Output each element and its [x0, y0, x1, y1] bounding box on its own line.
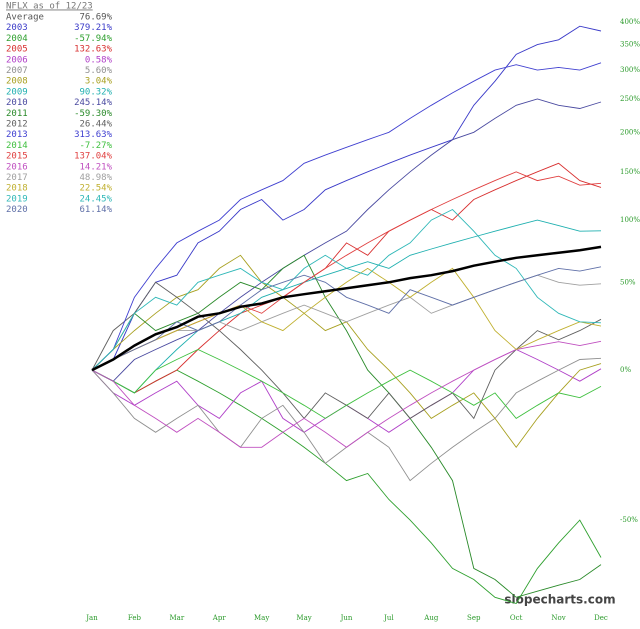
series-line — [91, 171, 602, 371]
legend-name: 2016 — [6, 162, 28, 172]
series-line — [91, 281, 602, 420]
y-tick-label: 150% — [620, 168, 640, 176]
legend-name: 2009 — [6, 87, 28, 97]
legend-name: 2005 — [6, 45, 28, 55]
legend-value: 132.63% — [74, 45, 113, 55]
legend-value: 76.69% — [79, 13, 112, 23]
series-line — [91, 208, 602, 371]
legend-value: 313.63% — [74, 130, 113, 140]
x-tick-label: Feb — [128, 614, 142, 622]
legend-name: 2018 — [6, 184, 28, 194]
x-tick-label: Jul — [383, 614, 394, 622]
x-tick-label: May — [254, 614, 269, 622]
series-line — [91, 162, 602, 394]
series-line — [91, 267, 602, 371]
legend-value: 14.21% — [79, 162, 112, 172]
legend-value: 26.44% — [79, 120, 112, 130]
x-tick-label: Apr — [212, 614, 227, 622]
watermark: slopecharts.com — [504, 593, 615, 607]
series-line — [91, 266, 602, 371]
series-line — [91, 62, 602, 371]
x-tick-label: Jun — [340, 614, 353, 622]
legend-name: 2017 — [6, 173, 28, 183]
legend-name: 2006 — [6, 55, 28, 65]
y-tick-label: 100% — [620, 216, 640, 224]
series-line — [91, 245, 602, 372]
legend-name: 2014 — [6, 141, 28, 151]
legend-name: 2012 — [6, 120, 28, 130]
legend-value: 48.98% — [79, 173, 112, 183]
legend-name: 2015 — [6, 152, 28, 162]
legend-value: -7.27% — [79, 141, 112, 151]
x-tick-label: Oct — [510, 614, 523, 622]
y-tick-label: 200% — [620, 128, 640, 136]
x-tick-label: Sep — [467, 614, 481, 622]
legend-name: 2007 — [6, 66, 28, 76]
legend-value: 22.54% — [79, 184, 112, 194]
legend-value: 3.04% — [85, 77, 113, 87]
legend-value: 245.14% — [74, 98, 113, 108]
series-line — [91, 25, 602, 371]
legend-value: -59.30% — [74, 109, 113, 119]
series-line — [91, 349, 602, 433]
legend-name: 2003 — [6, 23, 28, 33]
y-tick-label: 350% — [620, 41, 640, 49]
legend-name: 2004 — [6, 34, 28, 44]
legend-value: 61.14% — [79, 205, 112, 215]
legend-name: 2010 — [6, 98, 28, 108]
x-tick-label: Aug — [423, 614, 439, 622]
series-line — [91, 219, 602, 394]
legend-value: 5.60% — [85, 66, 113, 76]
legend-name: 2008 — [6, 77, 28, 87]
y-tick-label: 250% — [620, 95, 640, 103]
chart-title: NFLX as of 12/23 — [6, 2, 93, 12]
y-tick-label: 50% — [620, 278, 636, 286]
x-tick-label: Dec — [594, 614, 608, 622]
legend-value: 379.21% — [74, 23, 113, 33]
series-line — [91, 98, 602, 382]
legend-name: 2011 — [6, 109, 28, 119]
legend-value: 90.32% — [79, 87, 112, 97]
x-tick-label: Mar — [169, 614, 184, 622]
legend-value: -57.94% — [74, 34, 113, 44]
x-tick-label: Jan — [85, 614, 98, 622]
legend-value: 24.45% — [79, 194, 112, 204]
series-line — [91, 254, 602, 449]
x-tick-label: Nov — [551, 614, 565, 622]
y-tick-label: 0% — [620, 366, 631, 374]
y-tick-label: 300% — [620, 66, 640, 74]
legend-name: Average — [6, 13, 44, 23]
legend-value: 0.58% — [85, 55, 113, 65]
x-tick-label: May — [296, 614, 311, 622]
series-line — [91, 357, 602, 482]
legend-name: 2019 — [6, 194, 28, 204]
legend-value: 137.04% — [74, 152, 113, 162]
legend-name: 2013 — [6, 130, 28, 140]
y-tick-label: -50% — [620, 516, 638, 524]
y-tick-label: 400% — [620, 18, 640, 26]
legend-name: 2020 — [6, 205, 28, 215]
series-line — [91, 349, 602, 419]
